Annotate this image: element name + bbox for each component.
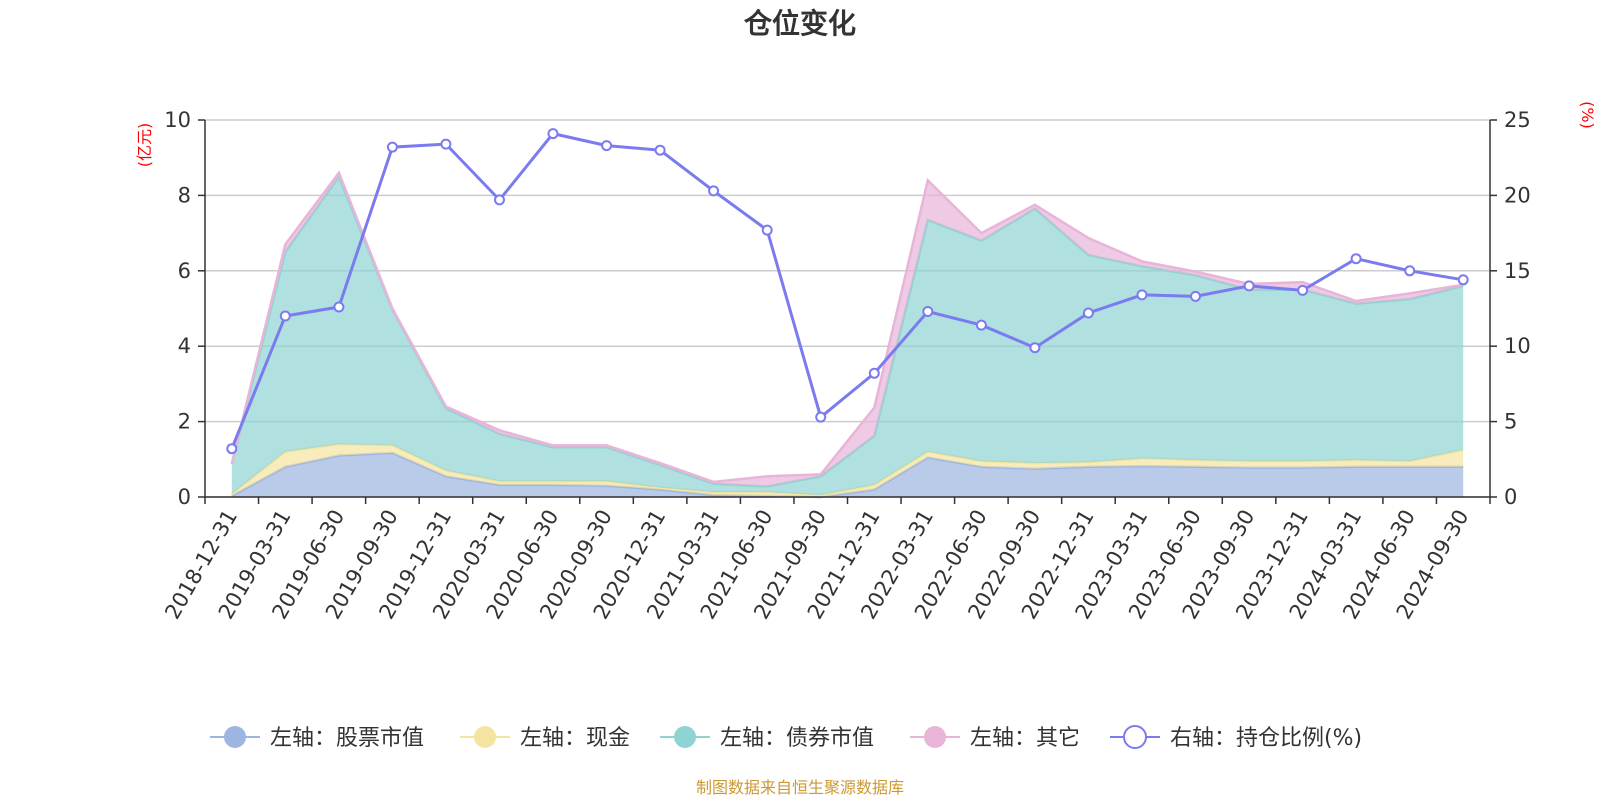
right-tick-label: 5 [1504,410,1517,434]
chart-title: 仓位变化 [744,7,856,40]
ratio-point [226,443,238,455]
right-axis-unit: (%) [1578,101,1597,129]
left-tick-label: 6 [178,259,191,283]
legend-label: 右轴：持仓比例(%) [1170,726,1362,751]
left-tick-label: 10 [164,108,191,132]
right-tick-label: 0 [1504,485,1517,509]
ratio-point [494,194,505,206]
right-tick-label: 25 [1504,108,1531,132]
legend-label: 左轴：现金 [520,726,630,751]
ratio-point [654,144,666,156]
legend-marker-icon [474,726,496,748]
area-edge [230,170,1464,484]
legend-marker-icon [924,726,946,748]
ratio-line [226,128,1469,455]
legend-label: 左轴：股票市值 [270,726,424,751]
ratio-point [333,301,345,313]
legend-item[interactable]: 左轴：债券市值 [660,726,874,751]
legend-item[interactable]: 左轴：现金 [460,726,630,751]
legend-label: 左轴：债券市值 [720,726,874,751]
left-tick-label: 4 [178,334,191,358]
ratio-point [386,141,398,153]
ratio-point [547,128,559,140]
ratio-point [440,138,452,150]
ratio-point [868,367,880,379]
ratio-point [1404,265,1416,277]
left-tick-label: 0 [178,485,191,509]
source-note: 制图数据来自恒生聚源数据库 [696,778,904,797]
legend-label: 左轴：其它 [970,726,1080,751]
ratio-point [1029,342,1041,354]
right-tick-label: 10 [1504,334,1531,358]
legend-item[interactable]: 右轴：持仓比例(%) [1110,725,1362,751]
right-tick-label: 20 [1504,183,1531,207]
ratio-point [1297,284,1309,296]
right-tick-label: 15 [1504,259,1531,283]
ratio-point [1350,253,1362,265]
ratio-point [815,411,827,423]
legend: 左轴：股票市值 左轴：现金 左轴：债券市值 左轴：其它 右轴：持仓比例(%) [210,725,1362,751]
left-tick-label: 2 [178,410,191,434]
ratio-point [1136,289,1148,301]
ratio-point [279,310,291,322]
area-fill [231,444,1464,497]
ratio-point [708,185,720,197]
legend-item[interactable]: 左轴：股票市值 [210,726,424,751]
ratio-point [1082,307,1094,319]
ratio-point [601,140,613,152]
stacked-areas [230,170,1464,499]
left-axis-unit: (亿元) [135,123,154,168]
ratio-point [975,319,987,331]
legend-marker-icon [674,726,696,748]
ratio-point [922,306,934,317]
legend-marker-icon [224,726,246,748]
legend-marker-icon [1123,725,1147,749]
ratio-line-path [230,131,1464,450]
legend-item[interactable]: 左轴：其它 [910,726,1080,751]
ratio-point [761,224,773,236]
ratio-point [1190,290,1201,302]
area-fill [231,176,1464,496]
ratio-point [1243,280,1255,292]
ratio-point [1457,274,1469,286]
left-tick-label: 8 [178,183,191,207]
